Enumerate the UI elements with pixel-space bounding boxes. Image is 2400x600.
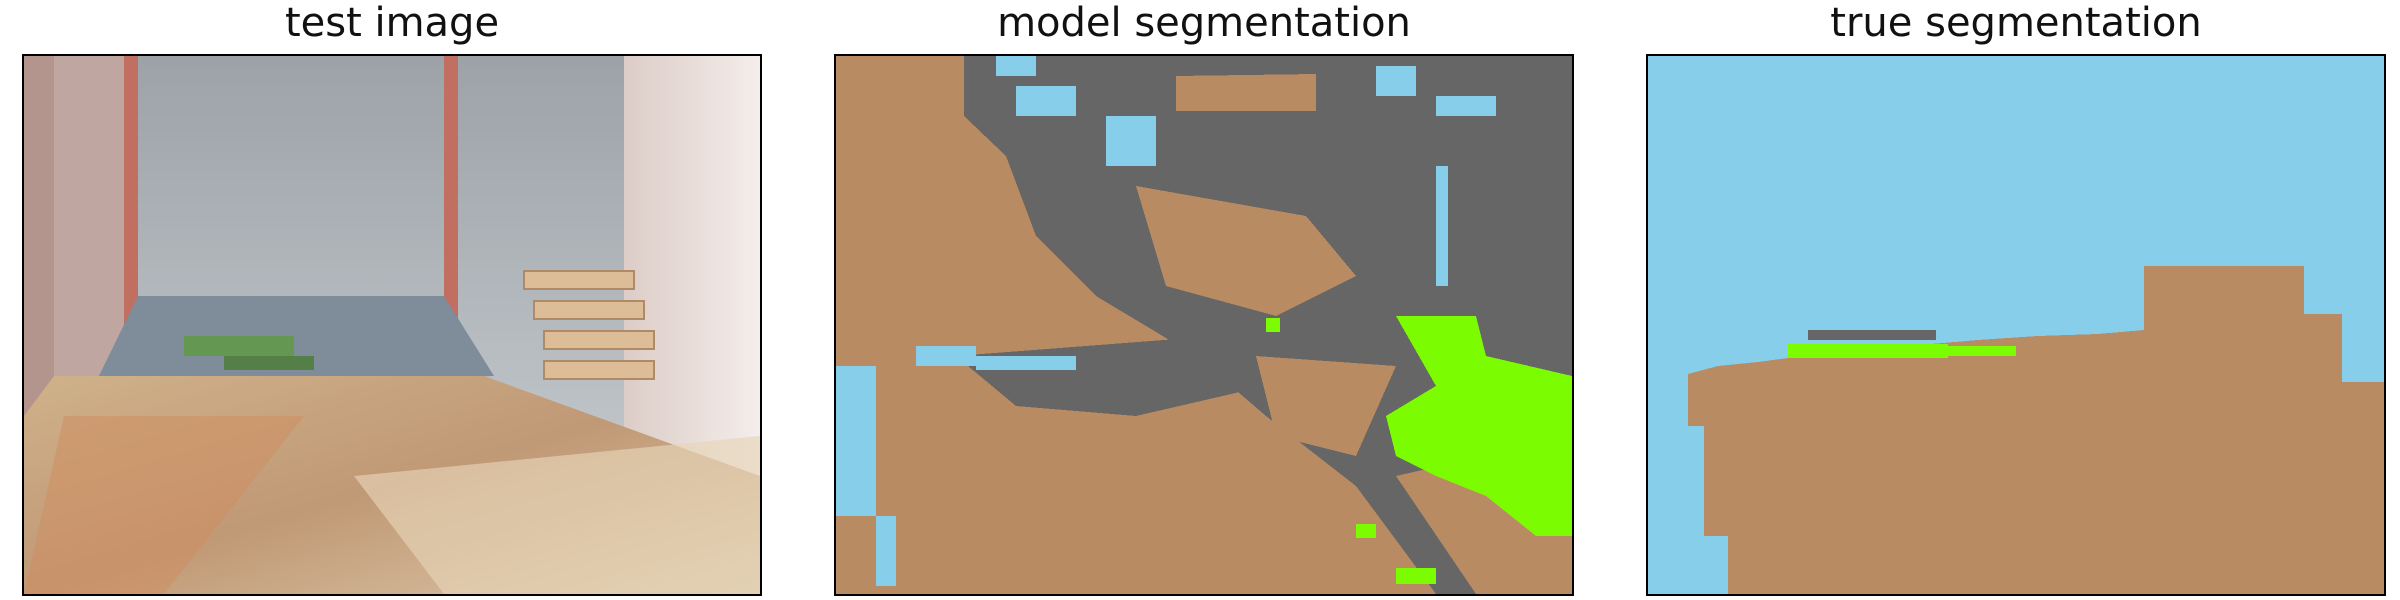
true-segmentation-frame	[1646, 54, 2386, 596]
panel-title-model-segmentation: model segmentation	[997, 0, 1411, 46]
model-segmentation-frame	[834, 54, 1574, 596]
panel-true-segmentation: true segmentation	[1646, 0, 2386, 600]
panel-model-segmentation: model segmentation	[834, 0, 1574, 600]
panel-title-test-image: test image	[284, 0, 500, 46]
true-segmentation-map	[1648, 56, 2384, 594]
test-image-frame	[22, 54, 762, 596]
panel-test-image: test image	[22, 0, 762, 600]
panel-title-true-segmentation: true segmentation	[1830, 0, 2202, 46]
model-segmentation-map	[836, 56, 1572, 594]
test-image-illustration	[24, 56, 760, 594]
